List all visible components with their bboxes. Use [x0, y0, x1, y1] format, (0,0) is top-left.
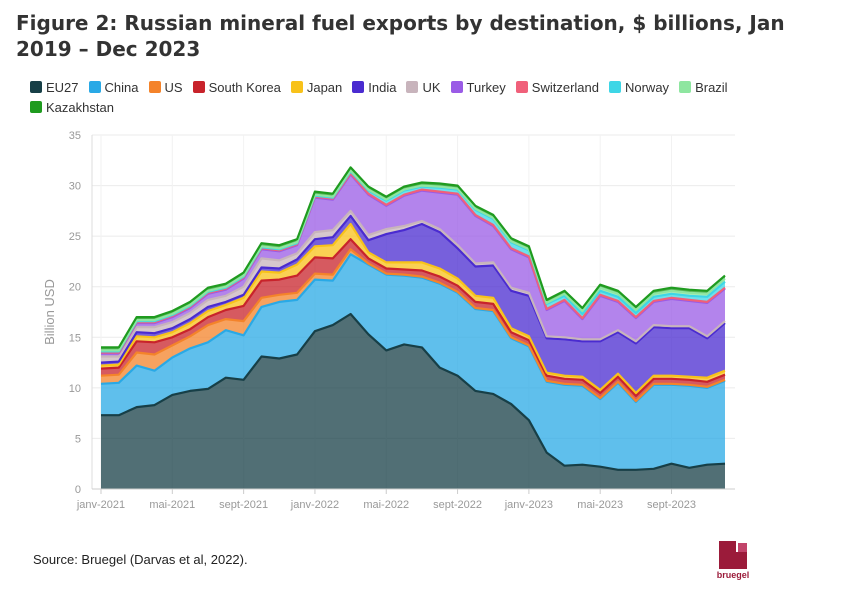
legend-label: Turkey — [466, 79, 506, 95]
legend-label: China — [104, 79, 139, 95]
x-tick-label: janv-2022 — [290, 499, 339, 511]
logo-text: bruegel — [716, 570, 750, 580]
legend-swatch — [88, 81, 101, 93]
source-note: Source: Bruegel (Darvas et al, 2022). — [33, 552, 248, 567]
legend-item: Norway — [608, 79, 670, 95]
x-tick-label: mai-2022 — [363, 499, 409, 511]
legend-item: UK — [406, 79, 441, 95]
legend-swatch — [679, 81, 692, 93]
y-tick-label: 20 — [69, 282, 81, 294]
legend-label: UK — [422, 79, 441, 95]
legend-swatch — [450, 81, 463, 93]
x-tick-label: sept-2023 — [647, 499, 696, 511]
area-china — [101, 254, 725, 470]
series-lines — [100, 166, 726, 471]
legend-label: Japan — [306, 79, 343, 95]
area-india — [101, 215, 725, 393]
legend-item: Japan — [290, 79, 343, 95]
area-us — [101, 249, 725, 402]
legend-label: South Korea — [208, 79, 281, 95]
area-south-korea — [101, 239, 725, 401]
line-japan — [100, 222, 726, 394]
legend-swatch — [192, 81, 205, 93]
legend-item: Brazil — [679, 79, 728, 95]
line-india — [100, 214, 726, 364]
legend-label: Norway — [624, 79, 670, 95]
legend-swatch — [515, 81, 528, 93]
y-tick-label: 30 — [69, 181, 81, 193]
y-tick-label: 10 — [69, 383, 81, 395]
area-eu27 — [101, 314, 725, 489]
x-tick-label: janv-2021 — [76, 499, 125, 511]
legend-label: US — [164, 79, 183, 95]
line-uk — [101, 209, 726, 358]
line-kazakhstan — [101, 166, 726, 349]
logo-mark-icon — [719, 541, 747, 569]
chart-title: Figure 2: Russian mineral fuel exports b… — [16, 11, 785, 61]
y-tick-label: 0 — [75, 484, 81, 496]
legend-item: Kazakhstan — [30, 99, 114, 115]
area-turkey — [101, 174, 725, 357]
chart-legend: EU27 China US South Korea Japan India UK Turkey… — [30, 79, 790, 115]
legend-item: US — [148, 79, 183, 95]
legend-label: Brazil — [695, 79, 728, 95]
x-tick-label: mai-2023 — [577, 499, 623, 511]
legend-swatch — [290, 81, 303, 93]
legend-label: India — [368, 79, 397, 95]
line-eu27 — [101, 312, 726, 471]
x-tick-label: janv-2023 — [504, 499, 553, 511]
legend-swatch — [30, 81, 42, 93]
x-tick-label: sept-2021 — [219, 499, 268, 511]
legend-label: EU27 — [46, 79, 79, 95]
y-tick-label: 25 — [69, 231, 81, 243]
legend-label: Kazakhstan — [46, 99, 114, 115]
legend-swatch — [406, 81, 419, 93]
y-axis-label: Billion USD — [42, 279, 57, 345]
y-tick-label: 15 — [69, 332, 81, 344]
axes: 0 5 10 15 20 25 30 35 janv-2021 mai-2021 sept-2021… — [42, 130, 735, 511]
x-tick-label: mai-2021 — [149, 499, 195, 511]
bruegel-logo: bruegel — [716, 538, 750, 580]
legend-label: Switzerland — [531, 79, 599, 95]
legend-item: China — [88, 79, 139, 95]
y-tick-label: 5 — [75, 433, 81, 445]
legend-item: EU27 — [30, 79, 79, 95]
x-tick-label: sept-2022 — [433, 499, 482, 511]
line-south-korea — [100, 238, 726, 397]
line-brazil — [101, 169, 726, 352]
legend-swatch — [608, 81, 621, 93]
legend-swatch — [352, 81, 365, 93]
y-tick-label: 35 — [69, 130, 81, 142]
legend-swatch — [148, 81, 161, 93]
legend-item: Switzerland — [515, 79, 599, 95]
line-us — [100, 248, 726, 403]
legend-item: India — [352, 79, 396, 95]
legend-swatch — [30, 101, 42, 113]
legend-item: Turkey — [450, 79, 506, 95]
legend-item: South Korea — [192, 79, 281, 95]
area-layers — [101, 167, 725, 489]
